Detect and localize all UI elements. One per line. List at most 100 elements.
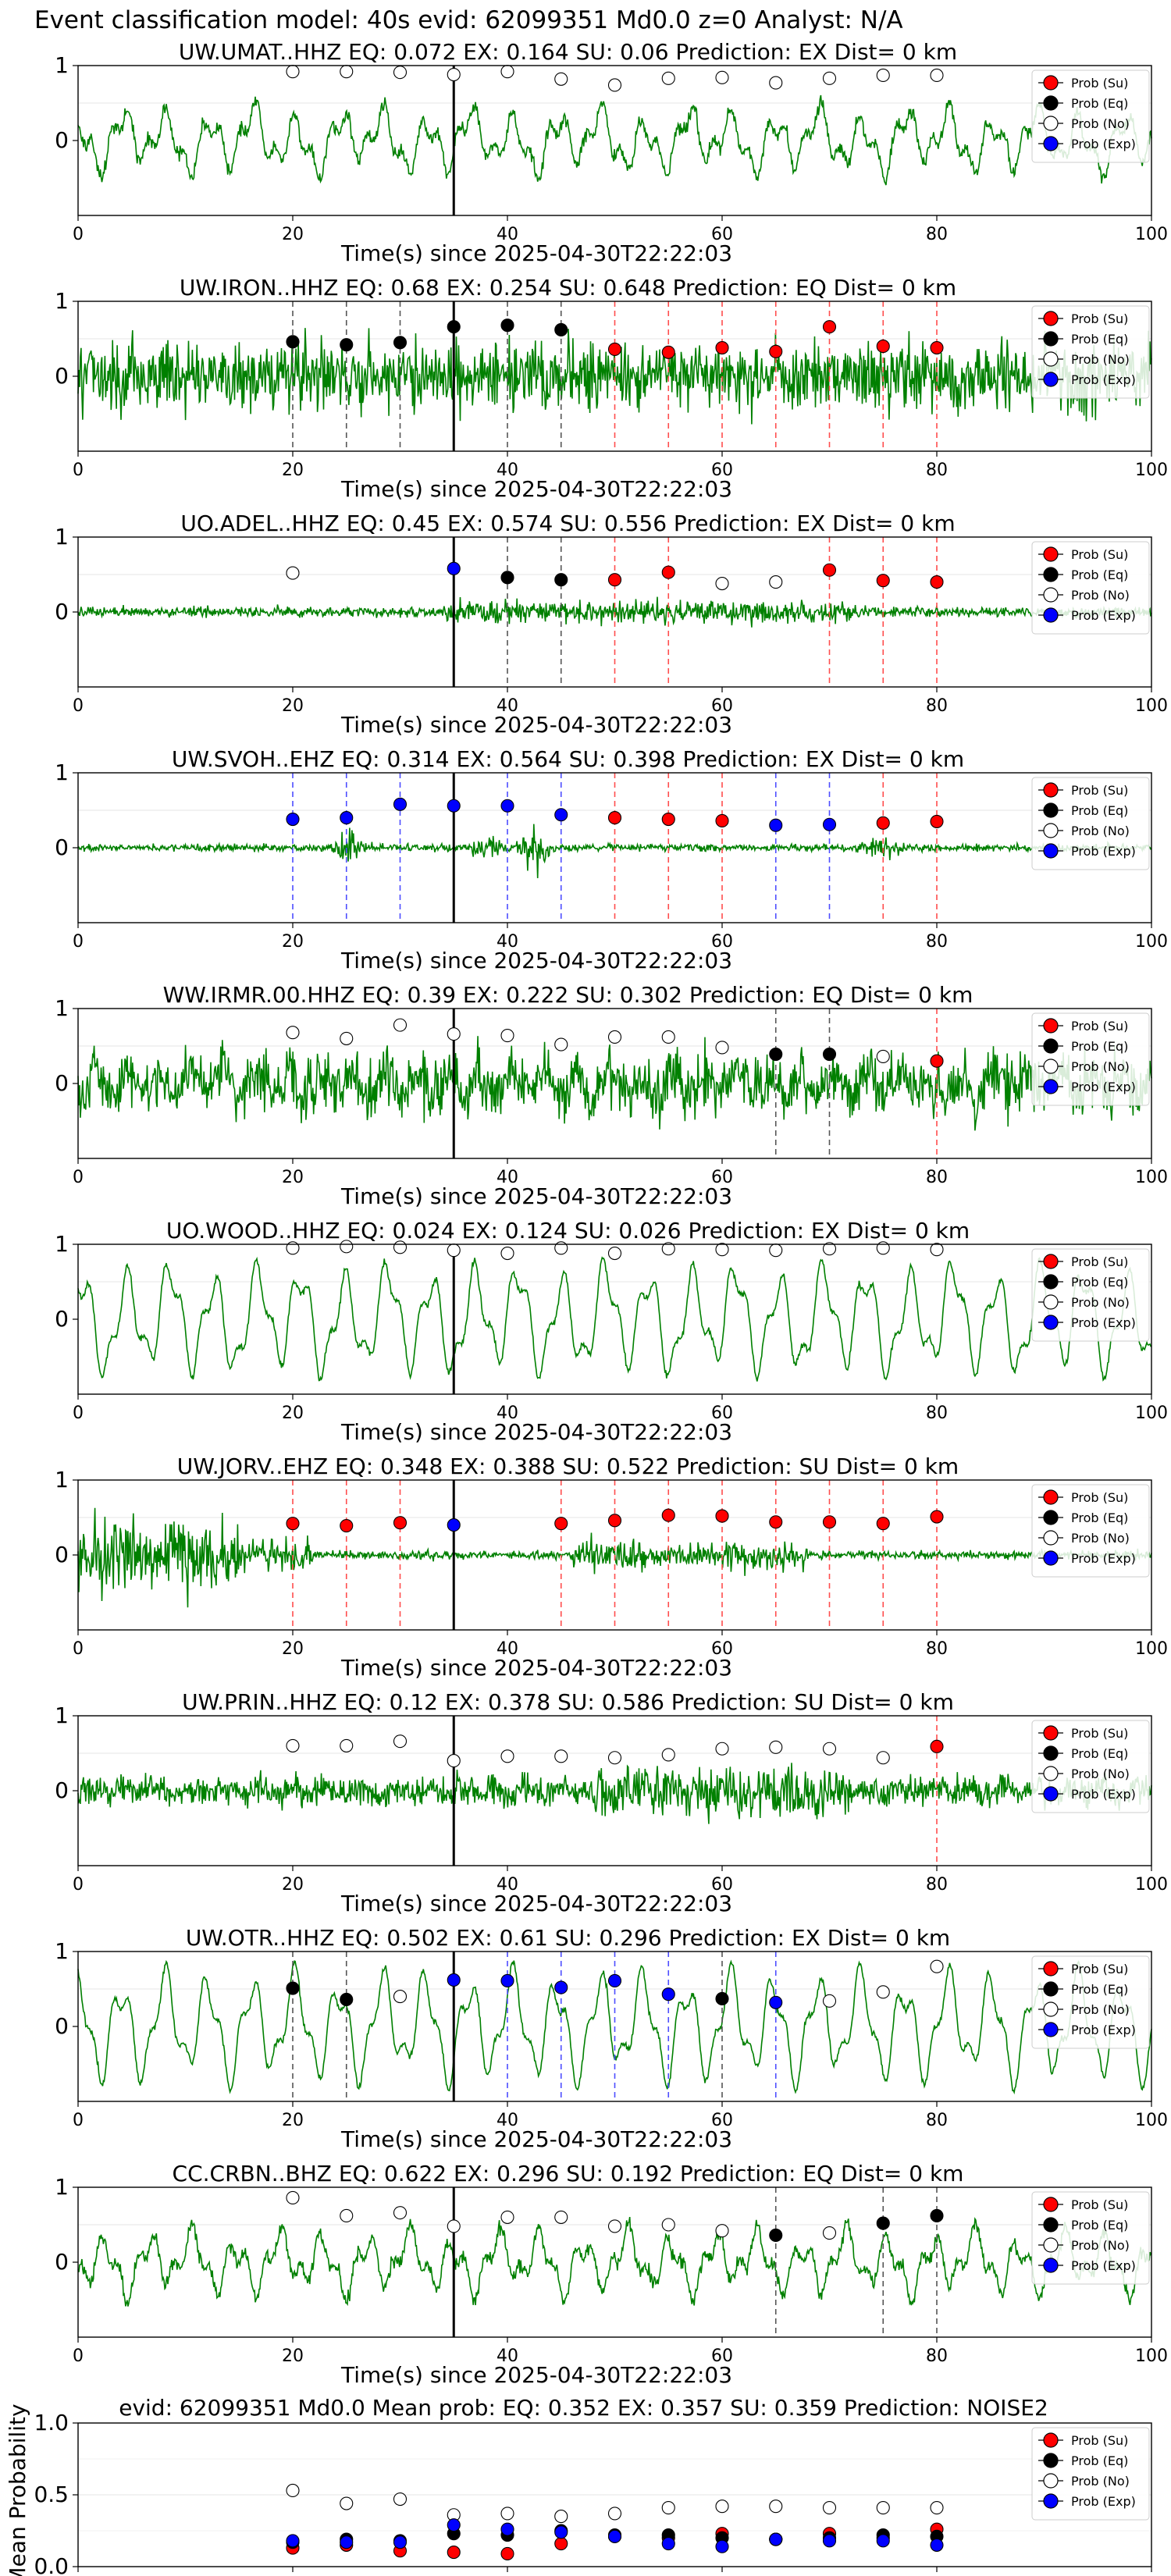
prob-marker-no [286,1241,300,1255]
mean-point-no [661,2501,675,2515]
prob-marker-no [393,1018,408,1032]
legend-marker-eq [1043,331,1059,347]
station-panel: UW.OTR..HHZ EQ: 0.502 EX: 0.61 SU: 0.296… [55,1925,1168,2152]
prob-marker-no [715,2224,729,2238]
prob-marker-no [876,1241,890,1255]
legend-marker-su [1043,1961,1059,1976]
legend-marker-su [1043,2197,1059,2212]
legend-marker-eq [1043,2217,1059,2233]
prob-marker-no [876,1985,890,1999]
prob-marker-eq [554,322,568,337]
mean-point-no [715,2500,729,2514]
legend-marker-eq [1043,2453,1059,2468]
waveform-trace [77,1036,1152,1131]
legend-marker-exp [1043,1786,1059,1802]
station-panel: WW.IRMR.00.HHZ EQ: 0.39 EX: 0.222 SU: 0.… [55,982,1168,1209]
x-tick-label: 60 [711,2111,733,2130]
y-tick-label: 0 [55,127,69,153]
x-tick-label: 80 [926,1639,948,1659]
legend-label: Prob (No) [1071,1767,1130,1781]
x-tick-label: 80 [926,1875,948,1895]
prob-marker-no [447,1027,461,1041]
prob-marker-exp [500,1973,514,1987]
legend-frame [1031,1012,1150,1106]
legend-label: Prob (Eq) [1071,1982,1128,1997]
legend-label: Prob (Eq) [1071,2218,1128,2233]
x-tick-label: 60 [711,696,733,716]
prob-marker-eq [286,335,300,349]
legend-label: Prob (Su) [1071,311,1128,326]
legend-frame [1031,2427,1150,2521]
mean-point-exp [715,2539,729,2553]
legend: Prob (Su) Prob (Eq) Prob (No) Prob (Exp) [1031,541,1150,635]
prob-marker-exp [447,561,461,575]
prob-marker-exp [554,1980,568,1994]
x-tick-label: 40 [497,1639,518,1659]
legend-label: Prob (Exp) [1071,1315,1136,1330]
legend-marker-eq [1043,1745,1059,1761]
prob-marker-exp [393,797,408,811]
y-tick-label: 0 [55,363,69,389]
prob-marker-no [661,1748,675,1762]
x-tick-label: 60 [711,1639,733,1659]
legend-label: Prob (Eq) [1071,1275,1128,1290]
legend-label: Prob (Eq) [1071,96,1128,111]
prob-marker-no [554,2210,568,2224]
prob-marker-su [822,1515,837,1529]
prob-marker-exp [447,1973,461,1987]
legend-label: Prob (Eq) [1071,332,1128,347]
prob-marker-exp [769,818,783,832]
prob-marker-no [822,1242,837,1256]
legend-marker-exp [1043,1550,1059,1566]
prob-marker-no [715,1041,729,1055]
waveform-trace [77,1256,1152,1382]
legend-marker-su [1043,546,1059,562]
legend-marker-no [1043,2001,1059,2017]
x-tick-label: 80 [926,696,948,716]
prob-marker-no [715,1243,729,1257]
x-tick-label: 0 [73,1639,84,1659]
legend: Prob (Su) Prob (Eq) Prob (No) Prob (Exp) [1031,2427,1150,2521]
mean-point-no [822,2501,837,2515]
prob-marker-eq [340,1992,354,2006]
panel-title: CC.CRBN..BHZ EQ: 0.622 EX: 0.296 SU: 0.1… [173,2161,964,2186]
prob-marker-no [340,2208,354,2223]
station-panel: UO.WOOD..HHZ EQ: 0.024 EX: 0.124 SU: 0.0… [55,1218,1168,1445]
y-tick-label: 1 [55,524,69,550]
legend-label: Prob (No) [1071,1295,1130,1310]
legend-label: Prob (Exp) [1071,1787,1136,1802]
prob-marker-no [393,66,408,80]
prob-marker-no [286,65,300,79]
legend-label: Prob (No) [1071,588,1130,603]
legend-marker-su [1043,75,1059,91]
x-tick-label: 40 [497,2347,518,2366]
prob-marker-no [607,1030,622,1044]
prob-marker-no [715,70,729,84]
prob-marker-su [607,573,622,587]
prob-marker-su [340,1519,354,1533]
station-panel: UW.SVOH..EHZ EQ: 0.314 EX: 0.564 SU: 0.3… [55,746,1168,973]
legend-marker-eq [1043,1981,1059,1997]
x-tick-label: 80 [926,932,948,952]
legend-marker-eq [1043,802,1059,818]
y-tick-label: 0 [55,1070,69,1096]
mean-point-exp [661,2537,675,2551]
legend-marker-no [1043,1530,1059,1546]
mean-point-su [554,2537,568,2551]
x-axis-label: Time(s) since 2025-04-30T22:22:03 [340,1183,732,1209]
y-tick-label: 0 [55,599,69,624]
mean-point-exp [393,2535,408,2549]
prob-marker-su [876,574,890,588]
y-tick-label: 1 [55,1703,69,1728]
prob-marker-su [393,1516,408,1530]
prob-marker-exp [661,1987,675,2001]
legend-marker-su [1043,1254,1059,1269]
prob-marker-eq [822,1048,837,1062]
y-tick-label: 0.0 [34,2553,69,2576]
x-tick-label: 100 [1135,1404,1168,1423]
x-tick-label: 0 [73,2347,84,2366]
y-tick-label: 1.0 [34,2410,69,2435]
prob-marker-no [500,1029,514,1043]
legend-label: Prob (Exp) [1071,2494,1136,2509]
